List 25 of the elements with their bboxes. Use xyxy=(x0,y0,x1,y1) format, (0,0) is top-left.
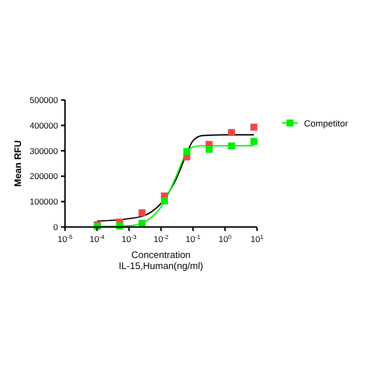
point xyxy=(228,129,236,136)
y-tick-label: 400000 xyxy=(30,120,58,130)
x-tick-label: 10$^{0}$ xyxy=(218,234,232,244)
point xyxy=(160,197,168,204)
point xyxy=(183,148,190,156)
x-tick-label: 10$^{-3}$ xyxy=(122,234,138,244)
y-tick-label: 300000 xyxy=(30,146,58,156)
point xyxy=(250,138,258,145)
y-tick-label: 500000 xyxy=(30,95,58,105)
x-tick-label: 10$^{-5}$ xyxy=(58,234,74,244)
point xyxy=(138,209,146,216)
y-axis-title: Mean RFU xyxy=(13,140,24,187)
point xyxy=(228,142,236,150)
x-tick-label: 10$^{-2}$ xyxy=(154,234,168,244)
y-tick-label: 100000 xyxy=(30,196,58,207)
point xyxy=(250,124,258,131)
x-tick-label: 10$^{-1}$ xyxy=(186,234,202,244)
x-tick-label: 10$^{1}$ xyxy=(250,234,264,244)
point xyxy=(138,220,146,227)
legend-label: Competitor xyxy=(304,118,348,128)
x-tick-label: 10$^{-4}$ xyxy=(90,234,106,244)
y-tick-label: 0 xyxy=(53,222,58,232)
y-tick-label: 200000 xyxy=(30,171,58,182)
x-axis-title: Concentration IL-15,Human(ng/ml) xyxy=(118,250,204,272)
point xyxy=(206,146,213,153)
